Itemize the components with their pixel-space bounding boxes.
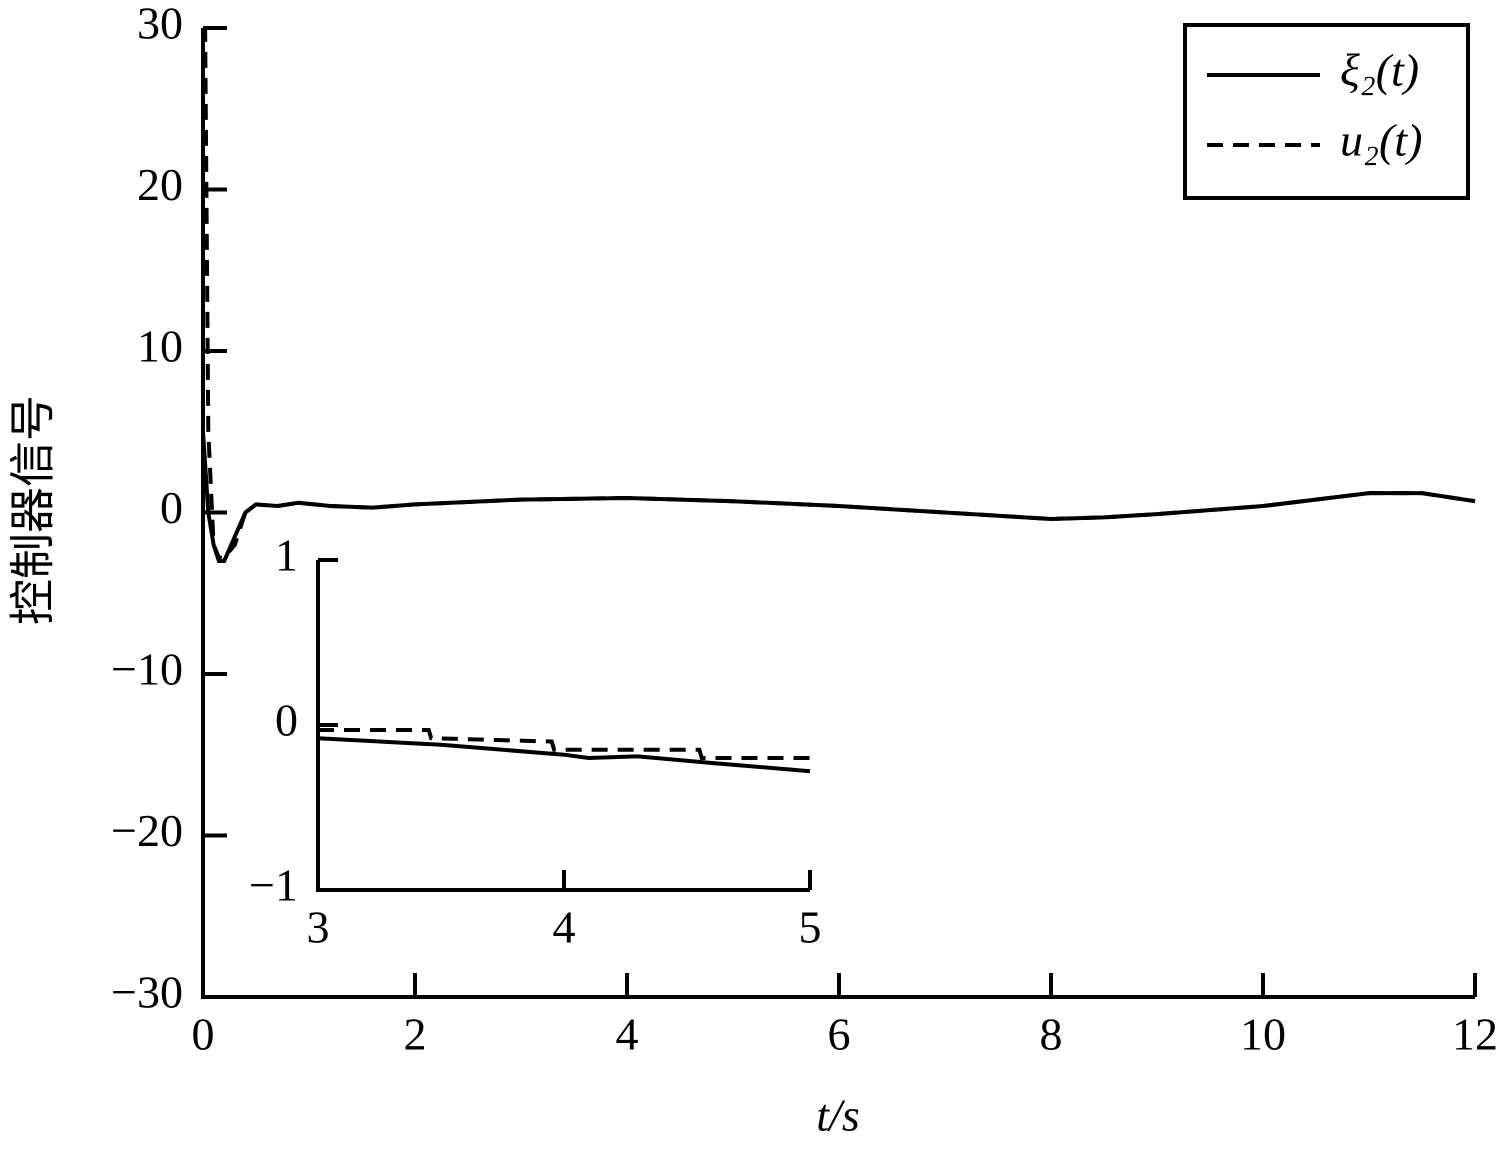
x-tick-label: 6 [828, 1009, 851, 1060]
x-tick-label: 4 [553, 902, 576, 953]
series-line [201, 431, 1476, 563]
y-tick-label: −10 [111, 644, 183, 695]
x-tick-label: 0 [192, 1009, 215, 1060]
series-line [317, 736, 811, 774]
x-tick-label: 5 [799, 902, 822, 953]
y-tick-label: 20 [137, 159, 183, 210]
x-axis-label: t/s [816, 1090, 859, 1141]
y-tick-label: −30 [111, 967, 183, 1018]
y-tick-label: 10 [137, 321, 183, 372]
y-tick-label: −20 [111, 805, 183, 856]
x-tick-label: 12 [1452, 1009, 1498, 1060]
y-tick-label: 30 [137, 0, 183, 49]
y-tick-label: −1 [249, 860, 298, 911]
legend-label: ξ₂(t) [1340, 45, 1419, 96]
series-line [203, 26, 1476, 560]
legend-label: u₂(t) [1340, 115, 1422, 166]
x-tick-label: 4 [616, 1009, 639, 1060]
x-tick-label: 3 [307, 902, 330, 953]
x-tick-label: 8 [1040, 1009, 1063, 1060]
x-tick-label: 10 [1240, 1009, 1286, 1060]
y-tick-label: 0 [275, 695, 298, 746]
x-tick-label: 2 [404, 1009, 427, 1060]
series-line [318, 727, 810, 760]
y-axis-label: 控制器信号 [8, 395, 59, 625]
y-tick-label: 0 [160, 482, 183, 533]
inset-background [318, 560, 810, 890]
y-tick-label: 1 [275, 530, 298, 581]
legend-box [1183, 23, 1470, 200]
